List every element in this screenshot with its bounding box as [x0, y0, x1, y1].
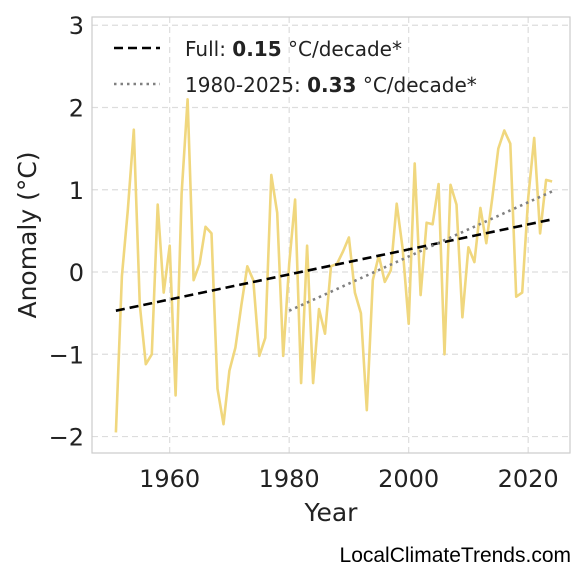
x-axis-title: Year: [304, 498, 359, 527]
series-layer: [114, 98, 553, 433]
x-tick-label: 1980: [259, 465, 320, 493]
source-credit: LocalClimateTrends.com: [339, 544, 571, 567]
plot-frame: [91, 16, 571, 454]
y-tick-label: 0: [69, 259, 84, 287]
legend-full-value: 0.15: [232, 37, 281, 61]
legend-recent-value: 0.33: [307, 73, 356, 97]
grid: [92, 17, 570, 453]
y-tick-label: −2: [49, 424, 84, 452]
x-tick-label: 1960: [139, 465, 200, 493]
y-tick-label: 3: [69, 12, 84, 40]
legend-recent-name: 1980-2025:: [185, 73, 301, 97]
y-tick-label: 1: [69, 177, 84, 205]
y-tick-label: −1: [49, 341, 84, 369]
legend: Full: 0.15 °C/decade* 1980-2025: 0.33 °C…: [114, 37, 477, 97]
legend-label-full-trend: Full: 0.15 °C/decade*: [185, 37, 402, 61]
legend-full-unit: °C/decade*: [288, 37, 402, 61]
tick-labels: 1960 1980 2000 2020 −2 −1 0 1 2 3: [49, 12, 559, 493]
x-tick-label: 2000: [378, 465, 439, 493]
legend-label-recent-trend: 1980-2025: 0.33 °C/decade*: [185, 73, 477, 97]
full-trend-line: [115, 218, 553, 312]
recent-trend-line: [288, 190, 553, 312]
y-axis-title: Anomaly (°C): [13, 151, 42, 318]
legend-full-name: Full:: [185, 37, 226, 61]
y-tick-label: 2: [69, 94, 84, 122]
annual-anomaly-line: [114, 98, 553, 433]
x-tick-label: 2020: [498, 465, 559, 493]
legend-recent-unit: °C/decade*: [363, 73, 477, 97]
